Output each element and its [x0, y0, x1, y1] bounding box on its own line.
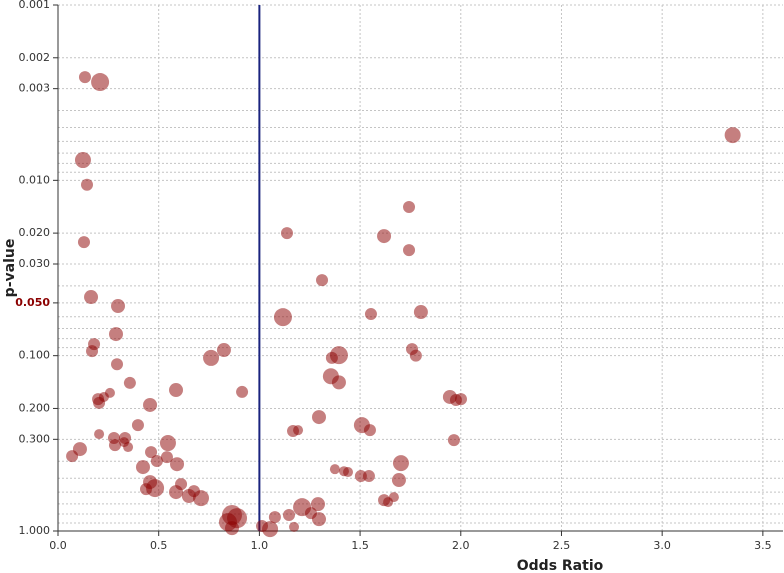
point — [392, 455, 409, 472]
point — [383, 497, 394, 508]
point — [363, 424, 376, 437]
point — [316, 274, 329, 287]
point — [293, 425, 304, 436]
point — [131, 419, 144, 432]
point — [364, 308, 377, 321]
y-tick-label: 0.010 — [19, 173, 51, 186]
x-tick-label: 1.0 — [251, 539, 269, 552]
y-tick-label: 0.020 — [19, 226, 51, 239]
point — [289, 521, 300, 532]
y-tick-label: 0.050 — [15, 296, 50, 309]
y-tick-label: 0.001 — [19, 0, 51, 11]
x-axis-title: Odds Ratio — [517, 558, 604, 573]
point — [111, 358, 124, 371]
x-tick-label: 1.5 — [351, 539, 369, 552]
y-tick-label: 0.003 — [19, 82, 51, 95]
y-tick-label: 0.030 — [19, 257, 51, 270]
point — [454, 393, 467, 406]
point — [280, 227, 293, 240]
y-tick-label: 1.000 — [19, 524, 51, 537]
point — [91, 73, 110, 92]
point — [343, 467, 353, 478]
point — [135, 460, 150, 475]
point — [170, 457, 185, 472]
point — [150, 455, 163, 468]
x-tick-label: 2.0 — [452, 539, 470, 552]
point — [78, 71, 91, 84]
y-axis-title: p-value — [2, 239, 18, 298]
point — [362, 470, 375, 483]
point — [312, 512, 326, 527]
point — [123, 442, 134, 453]
point — [391, 473, 406, 488]
point — [377, 229, 392, 244]
point — [81, 178, 93, 191]
point — [409, 349, 422, 362]
point — [169, 485, 184, 500]
x-tick-label: 3.0 — [653, 539, 671, 552]
point — [111, 299, 126, 314]
point — [225, 521, 239, 536]
x-tick-label: 2.5 — [553, 539, 571, 552]
point — [329, 464, 340, 475]
point — [66, 450, 79, 463]
point — [447, 434, 460, 447]
point — [413, 305, 428, 320]
point — [109, 327, 123, 342]
point — [108, 439, 121, 452]
point — [145, 446, 158, 459]
x-tick-label: 3.5 — [754, 539, 772, 552]
point — [262, 521, 279, 538]
point — [160, 451, 173, 464]
point — [331, 375, 346, 390]
point — [724, 127, 741, 144]
point — [143, 397, 158, 412]
point — [86, 345, 99, 358]
y-tick-label: 0.002 — [19, 51, 51, 64]
y-tick-label: 0.200 — [19, 401, 51, 414]
point — [312, 410, 326, 425]
point — [268, 511, 281, 524]
point — [273, 308, 292, 327]
point — [282, 509, 295, 522]
point — [74, 152, 91, 169]
y-tick-label: 0.300 — [19, 432, 51, 445]
point — [403, 201, 416, 214]
point — [203, 349, 220, 366]
y-tick-label: 0.100 — [19, 349, 51, 362]
point — [403, 244, 416, 257]
point — [236, 385, 249, 398]
point — [93, 396, 106, 409]
point — [169, 383, 184, 398]
point — [187, 485, 200, 498]
point — [216, 343, 231, 358]
point — [159, 435, 176, 452]
point — [140, 483, 153, 496]
x-tick-label: 0.5 — [150, 539, 168, 552]
point — [94, 429, 105, 440]
point — [329, 346, 348, 365]
x-tick-label: 0.0 — [49, 539, 67, 552]
point — [310, 497, 325, 512]
point — [123, 376, 136, 389]
point — [77, 236, 90, 249]
point — [84, 290, 99, 305]
